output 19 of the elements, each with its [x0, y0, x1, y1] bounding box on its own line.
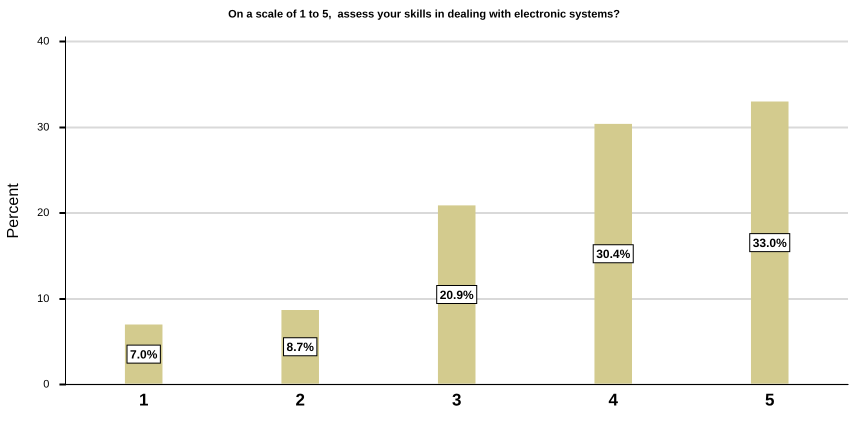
- data-label: 20.9%: [440, 288, 474, 302]
- y-tick-label: 30: [37, 121, 50, 134]
- x-tick-label: 2: [295, 390, 305, 410]
- y-tick-label: 0: [43, 378, 50, 391]
- x-tick-label: 1: [138, 390, 148, 410]
- data-label: 8.7%: [286, 340, 314, 354]
- y-tick-label: 20: [37, 207, 50, 220]
- y-tick-label: 10: [37, 292, 50, 305]
- bar: [594, 124, 632, 384]
- x-tick-label: 3: [452, 390, 462, 410]
- data-label: 33.0%: [752, 236, 788, 250]
- x-tick-label: 4: [608, 390, 618, 410]
- data-label: 7.0%: [130, 347, 158, 362]
- y-tick-label: 40: [37, 36, 50, 48]
- data-label: 30.4%: [596, 247, 631, 262]
- bar: [750, 102, 789, 384]
- chart-title: On a scale of 1 to 5, assess your skills in dealing with electronic systems?: [228, 8, 620, 21]
- y-axis-title: Percent: [5, 182, 22, 238]
- x-tick-label: 5: [765, 390, 774, 410]
